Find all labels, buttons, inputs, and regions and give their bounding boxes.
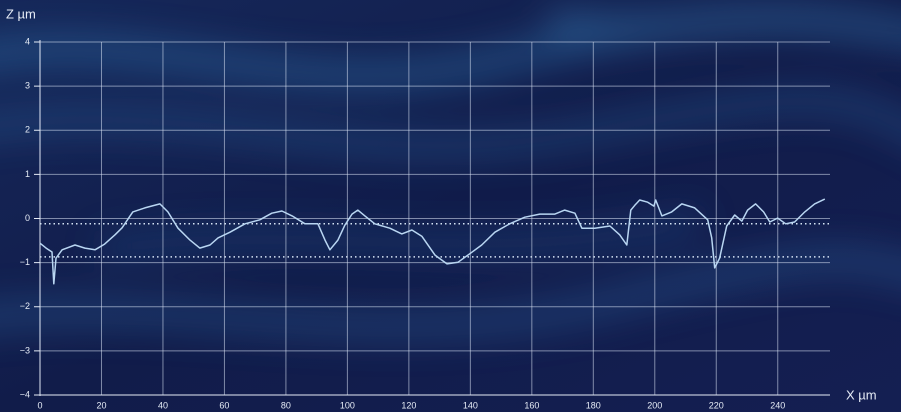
y-tick-label: 1 [25,169,30,179]
y-tick-label: 0 [25,213,30,223]
x-tick-label: 200 [647,400,662,410]
x-tick-label: 100 [340,400,355,410]
x-tick-label: 180 [586,400,601,410]
x-tick-label: 40 [158,400,168,410]
x-tick-label: 20 [96,400,106,410]
profile-line [39,198,826,285]
x-tick-label: 140 [463,400,478,410]
x-tick-label: 160 [524,400,539,410]
x-tick-label: 80 [281,400,291,410]
y-tick-label: 2 [25,125,30,135]
y-tick-label: 3 [25,81,30,91]
y-tick-label: 4 [25,36,30,46]
x-axis-label: X µm [846,387,877,402]
x-tick-label: 240 [770,400,785,410]
y-axis-label: Z µm [6,6,36,21]
background-texture [0,6,901,338]
x-tick-label: 60 [219,400,229,410]
x-tick-label: 220 [709,400,724,410]
y-tick-label: −1 [20,257,30,267]
y-tick-label: −4 [20,389,30,399]
y-tick-label: −2 [20,301,30,311]
x-tick-label: 0 [37,400,42,410]
y-tick-label: −3 [20,345,30,355]
x-tick-label: 120 [401,400,416,410]
